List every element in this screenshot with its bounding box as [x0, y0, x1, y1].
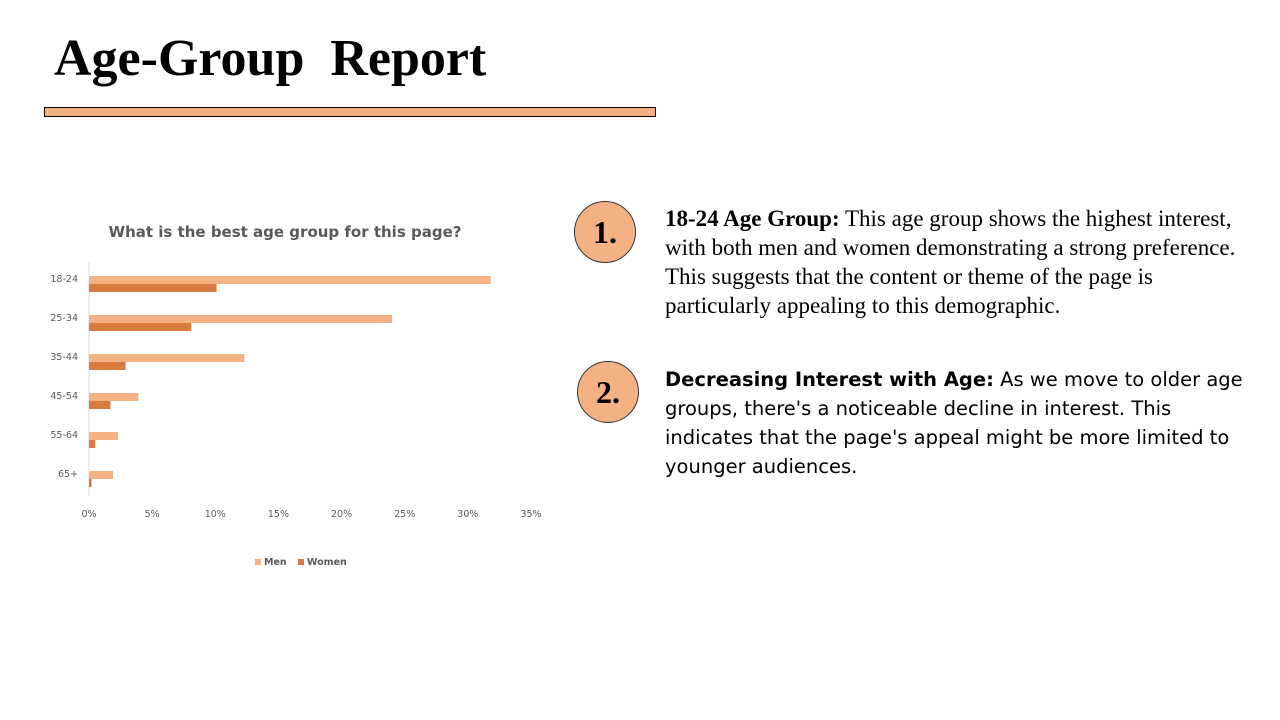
category-label-45-54: 45-54 [50, 391, 78, 402]
category-label-25-34: 25-34 [50, 313, 78, 324]
bar-men-18-24 [89, 276, 491, 284]
bar-women-18-24 [89, 284, 217, 292]
x-tick-label: 35% [520, 509, 541, 520]
point-1-number-badge: 1. [574, 201, 636, 263]
age-group-bar-chart: What is the best age group for this page… [50, 223, 542, 568]
plot-area: 18-24 25-34 35-44 45-54 55-64 65+ 0% 5% 10% 15% 20… [50, 262, 542, 520]
category-label-18-24: 18-24 [50, 274, 78, 285]
bar-men-25-34 [89, 315, 393, 323]
x-tick-label: 5% [145, 509, 160, 520]
x-tick-label: 0% [81, 509, 96, 520]
legend-swatch-women [298, 559, 304, 565]
x-tick-label: 10% [205, 509, 226, 520]
legend-label-women: Women [307, 557, 347, 568]
point-2-number-badge: 2. [577, 361, 639, 423]
bar-women-35-44 [89, 362, 126, 370]
point-2-heading: Decreasing Interest with Age: [665, 368, 994, 391]
x-tick-label: 15% [268, 509, 289, 520]
bar-women-25-34 [89, 323, 192, 331]
category-label-65+: 65+ [58, 469, 78, 480]
bar-men-65+ [89, 471, 113, 479]
chart-legend: Men Women [255, 557, 347, 568]
x-tick-label: 25% [394, 509, 415, 520]
point-1-body: This age group shows the highest interes… [665, 206, 1236, 318]
slide-title: Age-Group Report [54, 30, 487, 87]
legend-label-men: Men [264, 557, 287, 568]
legend-swatch-men [255, 559, 261, 565]
x-tick-label: 20% [331, 509, 352, 520]
point-2-text: Decreasing Interest with Age: As we move… [665, 365, 1245, 481]
title-underline [44, 107, 656, 117]
point-2-body: As we move to older age groups, there's … [665, 368, 1243, 478]
category-label-55-64: 55-64 [50, 430, 78, 441]
bar-women-45-54 [89, 401, 111, 409]
bar-women-65+ [89, 479, 92, 487]
category-label-35-44: 35-44 [50, 352, 78, 363]
bar-men-35-44 [89, 354, 245, 362]
point-1-heading: 18-24 Age Group: [665, 206, 840, 231]
chart-title: What is the best age group for this page… [109, 223, 462, 241]
bar-women-55-64 [89, 440, 96, 448]
point-1-text: 18-24 Age Group: This age group shows th… [665, 204, 1245, 320]
x-tick-label: 30% [457, 509, 478, 520]
bar-men-45-54 [89, 393, 139, 401]
bar-men-55-64 [89, 432, 119, 440]
